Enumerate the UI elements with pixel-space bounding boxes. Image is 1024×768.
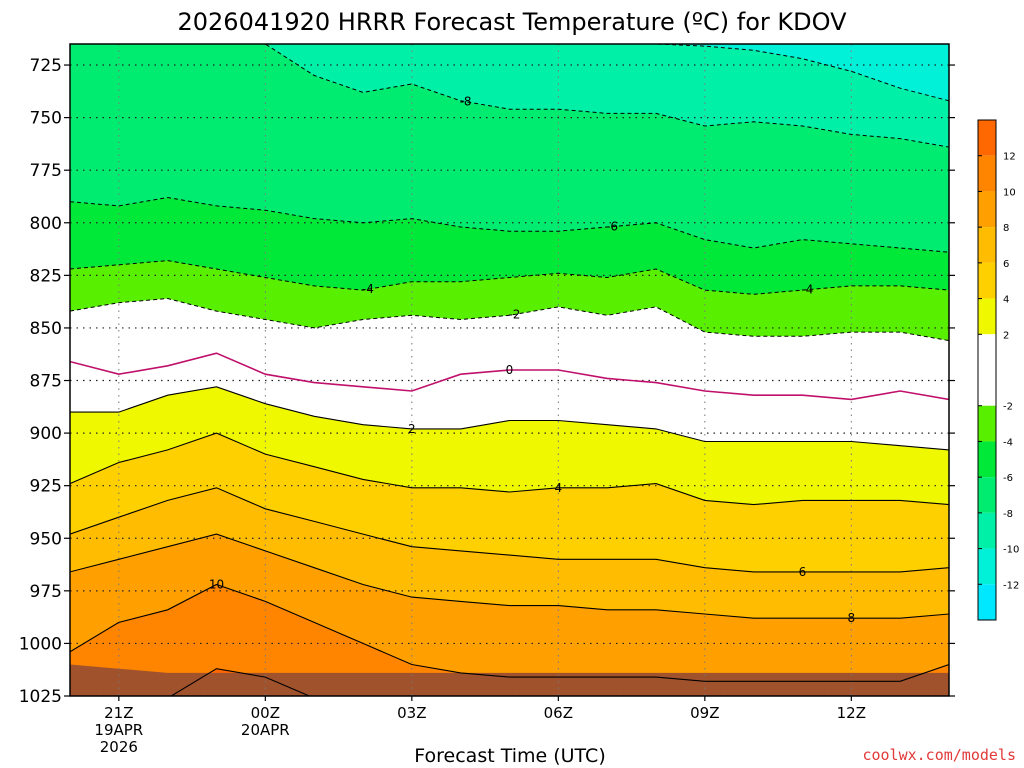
- y-tick-label-750: 750: [30, 109, 62, 129]
- contour-label-10: 10: [209, 578, 224, 592]
- y-tick-label-950: 950: [30, 529, 62, 549]
- x-tick-label-7-0: 03Z: [397, 704, 426, 722]
- colorbar-swatch-10: [978, 155, 996, 192]
- contour-label--8: -8: [460, 95, 472, 109]
- chart-title: 2026041920 HRRR Forecast Temperature (ºC…: [177, 8, 847, 36]
- y-tick-label-875: 875: [30, 372, 62, 392]
- y-tick-label-925: 925: [30, 477, 62, 497]
- colorbar-swatch-2: [978, 298, 996, 335]
- x-tick-label-1-1: 19APR: [94, 721, 143, 739]
- x-tick-label-10-0: 06Z: [544, 704, 573, 722]
- contour-line--6: [70, 196, 949, 253]
- colorbar-swatch-6: [978, 227, 996, 263]
- contour-line--8: [70, 44, 949, 148]
- plot-area: -8 -6 -4 -4 -2 0 2 4 6 8 10: [70, 44, 949, 696]
- colorbar-label--4: -4: [1003, 437, 1013, 448]
- y-tick-label-1025: 1025: [19, 687, 62, 707]
- contour-line-4: [70, 432, 949, 506]
- x-tick-label-16-0: 12Z: [837, 704, 866, 722]
- colorbar-swatch-12: [978, 120, 996, 156]
- y-tick-label-725: 725: [30, 56, 62, 76]
- y-tick-label-900: 900: [30, 424, 62, 444]
- y-tick-label-775: 775: [30, 161, 62, 181]
- credit-link[interactable]: coolwx.com/models: [862, 746, 1016, 764]
- colorbar-swatch-0: [978, 334, 996, 370]
- contour-line-6: [70, 487, 949, 573]
- colorbar-label--2: -2: [1003, 402, 1013, 413]
- colorbar-swatch--14: [978, 584, 996, 620]
- colorbar-swatch--8: [978, 477, 996, 513]
- colorbar-swatch--10: [978, 512, 996, 549]
- contour-line--4: [70, 260, 949, 295]
- colorbar-swatch-4: [978, 262, 996, 299]
- contour-label--4: -4: [362, 282, 374, 296]
- contour-label--2: -2: [508, 307, 520, 321]
- contour-label-6: 6: [799, 565, 807, 579]
- colorbar-swatch--6: [978, 441, 996, 478]
- y-tick-label-800: 800: [30, 214, 62, 234]
- colorbar-label-12: 12: [1003, 152, 1016, 163]
- contour-label--4: -4: [801, 283, 813, 297]
- x-tick-label-4-0: 00Z: [251, 704, 280, 722]
- colorbar-label-10: 10: [1003, 187, 1016, 198]
- colorbar-label--10: -10: [1003, 545, 1019, 556]
- colorbar-label-2: 2: [1003, 330, 1009, 341]
- colorbar-label-6: 6: [1003, 259, 1009, 270]
- contour-line-0: [70, 352, 949, 401]
- colorbar-frame: [977, 119, 997, 621]
- colorbar-swatch--2: [978, 370, 996, 406]
- x-tick-label-13-0: 09Z: [690, 704, 719, 722]
- colorbar-label--8: -8: [1003, 509, 1013, 520]
- colorbar: 12 10 8 6 4 2 -2 -4 -6 -8 -10 -12: [977, 119, 1019, 621]
- x-tick-label-1-0: 21Z: [104, 704, 133, 722]
- contour-label-0: 0: [506, 363, 514, 377]
- contour-line-10: [70, 583, 949, 682]
- contour-label-2: 2: [408, 422, 416, 436]
- y-tick-label-850: 850: [30, 319, 62, 339]
- y-tick-label-1000: 1000: [19, 634, 62, 654]
- contour-line-2: [70, 386, 949, 451]
- colorbar-label-4: 4: [1003, 295, 1009, 306]
- colorbar-label--12: -12: [1003, 580, 1019, 591]
- colorbar-label-8: 8: [1003, 223, 1009, 234]
- x-tick-label-4-1: 20APR: [241, 721, 290, 739]
- x-tick-label-1-2: 2026: [100, 738, 138, 756]
- y-tick-label-825: 825: [30, 266, 62, 286]
- contour-line--2: [70, 297, 949, 342]
- axes: 7257507758008258508759009259509751000102…: [19, 43, 955, 756]
- colorbar-swatch--12: [978, 548, 996, 585]
- colorbar-label--6: -6: [1003, 473, 1013, 484]
- contour-label--6: -6: [606, 220, 618, 234]
- x-axis-label: Forecast Time (UTC): [414, 745, 605, 767]
- colorbar-swatch--4: [978, 405, 996, 442]
- plot-frame: [69, 43, 950, 697]
- contour-label-4: 4: [555, 481, 563, 495]
- contour-line-8: [70, 533, 949, 619]
- contour-line-12: [170, 668, 311, 696]
- y-tick-label-975: 975: [30, 582, 62, 602]
- contour-label-8: 8: [848, 611, 856, 625]
- colorbar-swatch-8: [978, 191, 996, 228]
